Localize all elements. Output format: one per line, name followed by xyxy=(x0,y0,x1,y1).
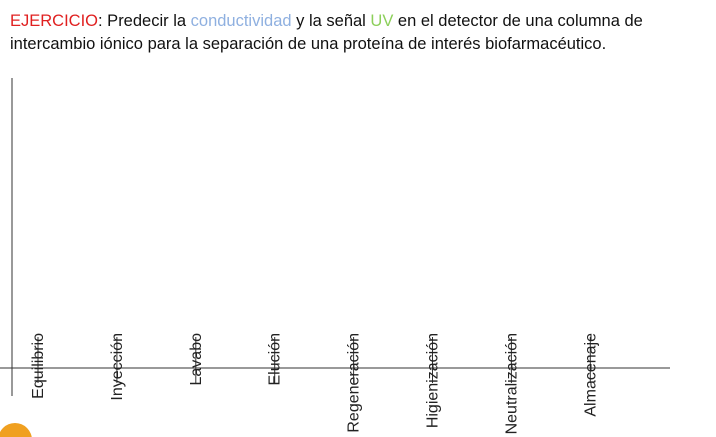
statement-text: en el detector de una columna de interca… xyxy=(10,12,643,53)
keyword-uv: UV xyxy=(370,12,394,30)
exercise-label: EJERCICIO xyxy=(10,12,99,30)
phase-label: Higienización xyxy=(425,333,442,428)
exercise-statement: EJERCICIO: Predecir la conductividad y l… xyxy=(10,10,710,56)
corner-icon xyxy=(0,423,32,437)
statement-text: y la señal xyxy=(291,12,371,30)
phase-label: Almacenaje xyxy=(582,333,599,417)
phase-label: Neutralización xyxy=(503,333,520,434)
phase-label: Equilibrio xyxy=(30,333,47,399)
keyword-conductivity: conductividad xyxy=(190,12,292,30)
statement-text: : Predecir la xyxy=(98,12,191,30)
phase-label: Inyección xyxy=(109,333,126,401)
phase-label: Lavabo xyxy=(188,333,205,386)
phase-label: Elución xyxy=(267,333,284,385)
phase-label: Regeneración xyxy=(346,333,363,433)
